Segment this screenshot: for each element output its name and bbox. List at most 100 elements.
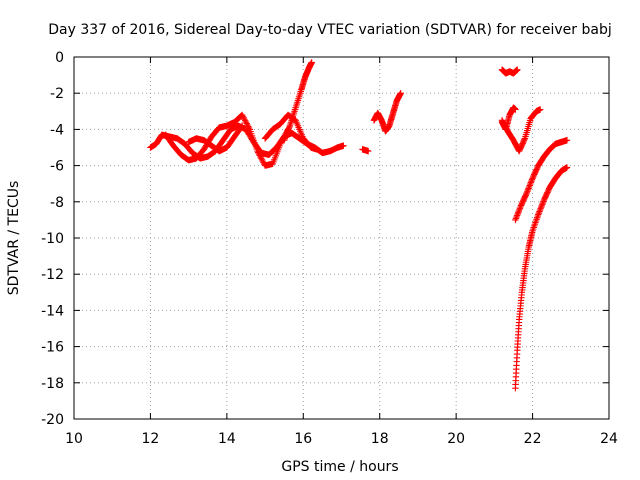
x-tick-labels: 10 12 14 16 18 20 22 24 (65, 431, 618, 447)
y-tick-label: -16 (41, 340, 64, 356)
data-point (241, 116, 248, 123)
data-point (254, 147, 261, 155)
x-tick-label: 20 (447, 431, 465, 447)
data-point (282, 132, 290, 140)
data-point (527, 179, 535, 186)
data-point (245, 123, 252, 130)
data-point (515, 208, 523, 215)
data-point (537, 106, 544, 113)
data-point (245, 124, 253, 132)
data-point (516, 205, 524, 212)
data-point (513, 213, 520, 221)
data-point (513, 212, 521, 219)
data-point (540, 198, 547, 205)
data-point (512, 216, 519, 224)
data-point (521, 136, 528, 143)
data-point (535, 211, 542, 218)
x-tick-label: 16 (294, 431, 312, 447)
chart-title: Day 337 of 2016, Sidereal Day-to-day VTE… (48, 22, 611, 38)
x-tick-label: 18 (371, 431, 389, 447)
series-arc-11 (512, 137, 571, 224)
data-point (284, 128, 291, 135)
data-point (286, 124, 293, 131)
y-tick-label: -6 (50, 159, 64, 175)
data-point (277, 140, 284, 148)
series-arc-6 (359, 146, 372, 155)
data-point (538, 202, 545, 209)
data-point (243, 120, 250, 127)
y-tick-label: -2 (50, 86, 64, 102)
data-point (282, 134, 289, 141)
plot-frame (73, 56, 610, 420)
x-axis-title: GPS time / hours (281, 459, 398, 475)
data-point (512, 215, 520, 222)
data-point (255, 150, 263, 158)
data-point (524, 186, 532, 194)
data-point (238, 122, 246, 129)
data-point (515, 209, 522, 216)
data-point (527, 180, 534, 188)
data-point (528, 177, 535, 185)
data-point (259, 158, 266, 165)
x-tick-label: 10 (65, 431, 83, 447)
y-tick-label: -20 (41, 412, 64, 428)
data-point (258, 155, 265, 162)
data-point (238, 123, 245, 131)
x-tick-label: 24 (600, 431, 618, 447)
data-point (524, 188, 531, 195)
data-point (254, 149, 262, 156)
data-point (537, 204, 545, 211)
data-point (517, 203, 524, 211)
y-tick-label: -4 (50, 122, 64, 138)
data-point (365, 147, 372, 155)
data-point (283, 131, 290, 138)
x-tick-label: 14 (218, 431, 236, 447)
data-point (313, 146, 320, 153)
data-point (397, 90, 404, 97)
data-point (308, 59, 315, 66)
y-axis-title: SDTVAR / TECUs (6, 181, 22, 296)
data-point (563, 137, 571, 144)
y-tick-label: 0 (55, 50, 64, 66)
data-point (514, 66, 521, 73)
data-point (281, 135, 288, 143)
data-point (340, 142, 347, 149)
data-point (525, 183, 533, 191)
series-arc-2 (162, 111, 292, 169)
data-point (280, 137, 288, 144)
data-point (256, 152, 263, 159)
series-arc-12 (512, 164, 571, 392)
grid (74, 57, 609, 419)
y-tick-label: -18 (41, 376, 64, 392)
series-arc-10 (498, 106, 544, 155)
data-point (523, 190, 530, 198)
y-tick-label: -12 (41, 267, 64, 283)
data-point (535, 209, 543, 217)
x-tick-label: 22 (524, 431, 542, 447)
data-point (536, 208, 543, 215)
data-point (285, 125, 292, 132)
data-point (526, 182, 533, 189)
data-point (238, 111, 246, 119)
data-point (514, 210, 521, 218)
data-point (257, 153, 264, 161)
data-point (283, 129, 291, 137)
series-arc-3 (185, 122, 246, 155)
data-point (525, 185, 532, 192)
series-arc-8 (498, 66, 521, 77)
data-point (239, 113, 247, 120)
y-tick-label: -8 (50, 195, 64, 211)
series-arc-5 (280, 59, 315, 144)
x-tick-label: 12 (142, 431, 160, 447)
y-tick-label: -14 (41, 303, 64, 319)
data-point (242, 117, 249, 124)
data-point (528, 176, 536, 183)
data-point (240, 114, 247, 122)
series-arc-7 (370, 90, 404, 135)
data-point (242, 118, 250, 126)
data-point (539, 201, 546, 208)
data-point (516, 206, 523, 213)
data-point (539, 199, 547, 207)
data-point (536, 206, 544, 214)
